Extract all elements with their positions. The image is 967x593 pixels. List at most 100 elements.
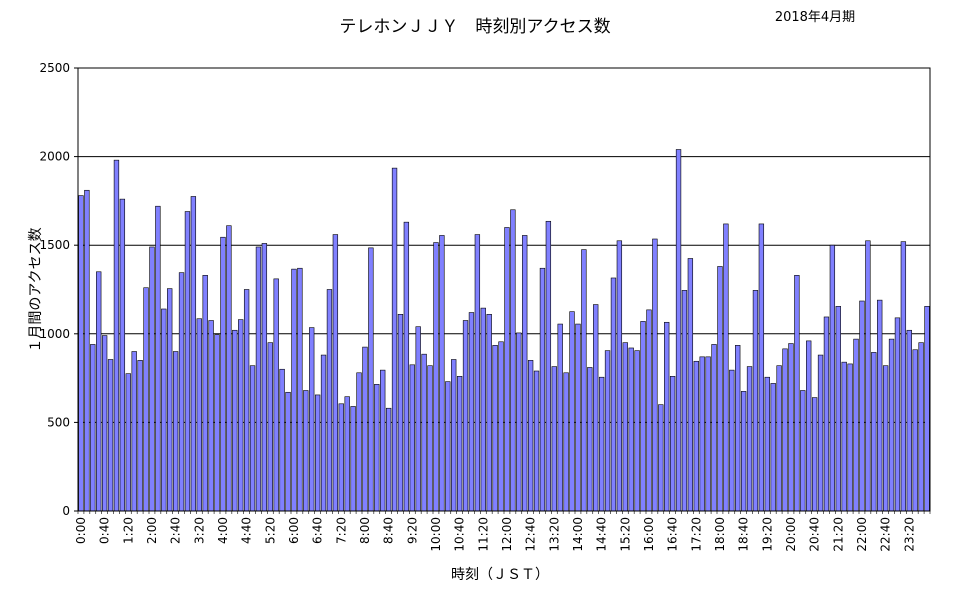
bar — [184, 211, 191, 512]
bar — [646, 309, 652, 512]
bar — [279, 368, 285, 512]
y-tick-label: 2000 — [39, 150, 70, 164]
bar — [255, 246, 262, 512]
bar — [865, 240, 871, 512]
x-tick-label: 1:20 — [121, 517, 135, 544]
x-tick-label: 9:20 — [405, 517, 419, 544]
x-tick-label: 7:20 — [334, 517, 348, 544]
bar — [871, 352, 877, 512]
bar — [462, 320, 469, 512]
x-tick-label: 23:20 — [902, 517, 916, 552]
bar — [131, 351, 137, 512]
bar — [687, 258, 694, 512]
bar — [675, 149, 682, 512]
bar — [776, 365, 782, 512]
bar — [829, 244, 836, 512]
x-tick-label: 3:20 — [192, 517, 206, 544]
bar — [214, 334, 220, 512]
bar — [338, 403, 344, 512]
bar — [882, 365, 889, 512]
bar — [634, 350, 640, 512]
x-tick-label: 18:00 — [713, 517, 727, 552]
bar — [433, 242, 439, 512]
bar — [628, 347, 634, 512]
bar — [208, 320, 214, 512]
bar — [794, 275, 800, 512]
x-tick-label: 21:20 — [831, 517, 845, 552]
bar — [906, 329, 912, 512]
bar — [362, 346, 368, 512]
bar — [841, 361, 847, 512]
bar — [167, 288, 173, 512]
bar — [178, 272, 185, 512]
bar — [640, 321, 646, 512]
bar — [912, 349, 918, 512]
x-tick-label: 12:00 — [500, 517, 514, 552]
bar — [220, 236, 226, 512]
bar — [143, 287, 149, 512]
x-tick-label: 0:00 — [74, 517, 88, 544]
bar — [374, 384, 380, 512]
y-axis-label: １月間のアクセス数 — [28, 227, 44, 352]
bar — [752, 290, 759, 512]
bar — [101, 335, 108, 512]
bar — [593, 304, 599, 512]
bar — [356, 372, 362, 512]
bar — [504, 227, 510, 512]
x-tick-label: 6:00 — [287, 517, 301, 544]
bar — [817, 354, 824, 512]
bar — [439, 235, 445, 512]
bar — [90, 344, 96, 512]
bar — [285, 391, 291, 512]
x-tick-label: 6:40 — [311, 517, 325, 544]
bar — [350, 406, 356, 512]
y-tick-label: 500 — [47, 415, 70, 429]
bar — [557, 323, 563, 512]
bar — [403, 221, 410, 512]
bar — [332, 234, 339, 512]
bar — [84, 189, 90, 512]
bar — [226, 225, 232, 512]
bar — [551, 366, 557, 512]
bar — [510, 209, 516, 512]
bar — [598, 376, 605, 512]
y-tick-label: 1500 — [39, 238, 70, 252]
bar — [161, 308, 167, 512]
bar — [137, 360, 143, 512]
bar — [78, 195, 84, 512]
bars — [78, 149, 930, 512]
x-tick-label: 15:20 — [618, 517, 632, 552]
bar — [877, 299, 883, 512]
bar — [309, 327, 315, 512]
bar — [190, 196, 197, 512]
x-tick-label: 16:00 — [642, 517, 656, 552]
bar — [723, 223, 729, 512]
bar — [729, 369, 735, 512]
x-tick-label: 13:20 — [547, 517, 561, 552]
bar — [894, 317, 901, 512]
bar — [474, 234, 481, 512]
bar — [758, 223, 765, 512]
bar — [888, 338, 895, 512]
bar — [782, 348, 788, 512]
bar — [238, 319, 244, 512]
bar — [575, 323, 581, 512]
bar — [486, 314, 492, 512]
x-tick-label: 19:20 — [760, 517, 774, 552]
bar — [669, 376, 676, 512]
bar — [587, 367, 593, 512]
bar — [427, 365, 433, 512]
bar — [385, 407, 392, 512]
bar — [445, 381, 451, 512]
bar — [421, 353, 427, 512]
bar — [681, 290, 688, 512]
y-tick-label: 2500 — [39, 61, 70, 75]
bar — [652, 238, 658, 512]
bar — [900, 241, 907, 512]
bar — [326, 289, 333, 512]
bar — [492, 345, 498, 512]
bar — [391, 167, 398, 512]
bar — [664, 321, 670, 512]
bar — [119, 198, 126, 512]
